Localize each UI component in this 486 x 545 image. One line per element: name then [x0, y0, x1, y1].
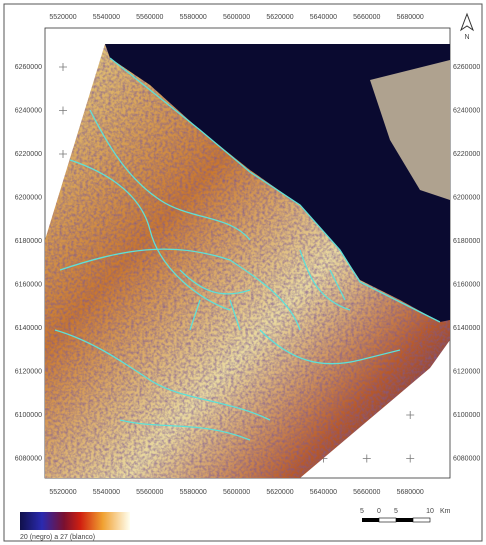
x-label-top: 5520000 — [49, 14, 76, 21]
x-label-bottom: 5600000 — [223, 489, 250, 496]
x-label-top: 5680000 — [397, 14, 424, 21]
scale-label: 10 — [426, 508, 434, 515]
x-label-bottom: 5660000 — [353, 489, 380, 496]
x-label-bottom: 5580000 — [180, 489, 207, 496]
legend-ramp — [20, 512, 130, 530]
x-label-top: 5560000 — [136, 14, 163, 21]
y-label-right: 6220000 — [453, 151, 480, 158]
y-label-right: 6240000 — [453, 107, 480, 114]
scale-label: 0 — [377, 508, 381, 515]
y-label-left: 6240000 — [15, 107, 42, 114]
north-label: N — [464, 34, 469, 41]
y-label-left: 6080000 — [15, 455, 42, 462]
y-label-left: 6100000 — [15, 412, 42, 419]
y-label-left: 6220000 — [15, 151, 42, 158]
x-label-top: 5540000 — [93, 14, 120, 21]
y-label-left: 6260000 — [15, 64, 42, 71]
scale-label: 5 — [360, 508, 364, 515]
scale-bar — [362, 518, 430, 522]
x-label-top: 5660000 — [353, 14, 380, 21]
x-label-bottom: 5680000 — [397, 489, 424, 496]
y-label-right: 6080000 — [453, 455, 480, 462]
y-label-right: 6260000 — [453, 64, 480, 71]
y-label-left: 6200000 — [15, 194, 42, 201]
y-label-left: 6120000 — [15, 368, 42, 375]
map-figure: 5520000554000055600005580000560000056200… — [0, 0, 486, 545]
y-label-left: 6180000 — [15, 238, 42, 245]
x-label-top: 5640000 — [310, 14, 337, 21]
scale-label: 5 — [394, 508, 398, 515]
x-label-bottom: 5560000 — [136, 489, 163, 496]
north-arrow — [461, 14, 473, 30]
y-label-right: 6120000 — [453, 368, 480, 375]
x-label-top: 5600000 — [223, 14, 250, 21]
x-label-bottom: 5620000 — [266, 489, 293, 496]
y-label-left: 6160000 — [15, 281, 42, 288]
y-label-right: 6200000 — [453, 194, 480, 201]
y-label-left: 6140000 — [15, 325, 42, 332]
x-label-top: 5580000 — [180, 14, 207, 21]
y-label-right: 6160000 — [453, 281, 480, 288]
legend-caption: 20 (negro) a 27 (blanco) — [20, 534, 95, 541]
scale-unit: Km — [440, 508, 451, 515]
x-label-bottom: 5520000 — [49, 489, 76, 496]
x-label-top: 5620000 — [266, 14, 293, 21]
y-label-right: 6140000 — [453, 325, 480, 332]
x-label-bottom: 5540000 — [93, 489, 120, 496]
y-label-right: 6180000 — [453, 238, 480, 245]
y-label-right: 6100000 — [453, 412, 480, 419]
x-label-bottom: 5640000 — [310, 489, 337, 496]
